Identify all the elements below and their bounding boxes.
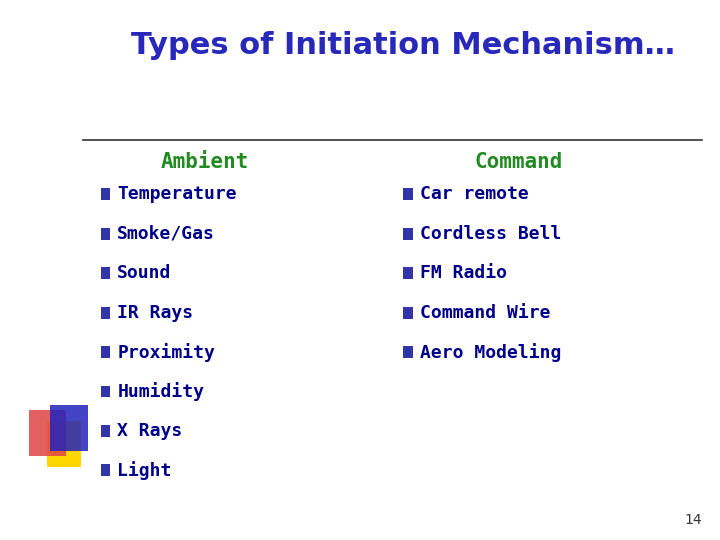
Bar [101,425,110,437]
Text: Smoke/Gas: Smoke/Gas [117,225,215,243]
Bar [101,228,110,240]
Bar [101,307,110,319]
Bar [403,267,413,279]
Bar [29,410,66,456]
Text: Humidity: Humidity [117,382,204,401]
Text: Car remote: Car remote [420,185,528,204]
Text: Proximity: Proximity [117,342,215,362]
Bar [101,267,110,279]
Bar [403,346,413,358]
Bar [403,188,413,200]
Bar [403,228,413,240]
Text: Temperature: Temperature [117,185,237,204]
Text: Light: Light [117,461,172,480]
Text: 14: 14 [685,512,702,526]
Bar [101,464,110,476]
Text: Command: Command [474,152,562,172]
Text: Sound: Sound [117,264,172,282]
Bar [403,307,413,319]
Bar [50,405,88,451]
Text: IR Rays: IR Rays [117,303,194,322]
Text: Ambient: Ambient [161,152,249,172]
Text: X Rays: X Rays [117,422,183,440]
Text: Aero Modeling: Aero Modeling [420,342,561,362]
Bar [47,421,81,467]
Bar [101,188,110,200]
Bar [101,386,110,397]
Bar [101,346,110,358]
Text: Types of Initiation Mechanism…: Types of Initiation Mechanism… [131,31,675,60]
Text: FM Radio: FM Radio [420,264,507,282]
Text: Command Wire: Command Wire [420,303,550,322]
Text: Cordless Bell: Cordless Bell [420,225,561,243]
